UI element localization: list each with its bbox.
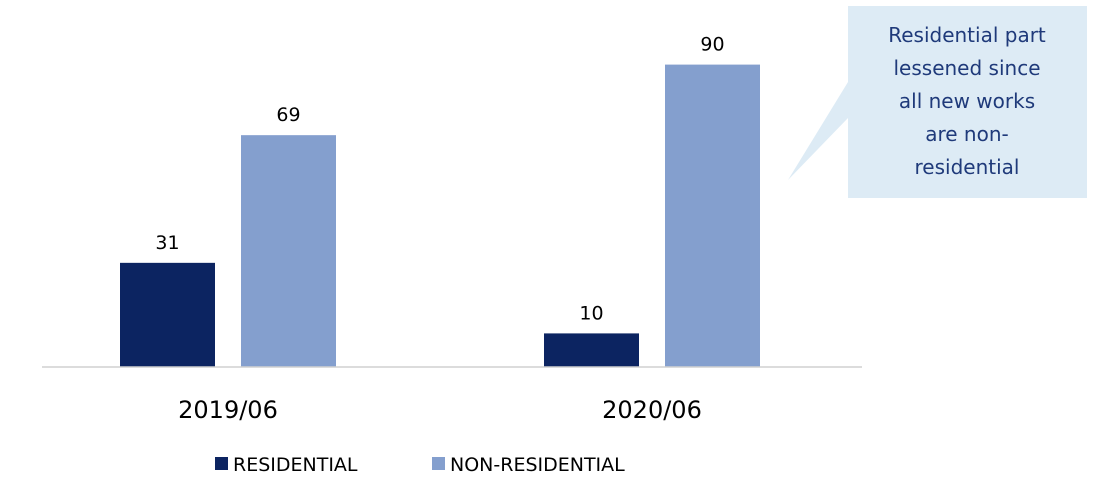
x-tick-label-2019-06: 2019/06 xyxy=(178,396,278,424)
bar-non-residential-2019-06 xyxy=(241,135,336,367)
legend: RESIDENTIAL NON-RESIDENTIAL xyxy=(215,454,625,476)
bars-layer xyxy=(120,64,760,367)
legend-label-non-residential: NON-RESIDENTIAL xyxy=(450,454,625,476)
callout-line-5: residential xyxy=(915,155,1020,179)
data-label-residential-2019-06: 31 xyxy=(155,232,179,254)
data-label-non-residential-2020-06: 90 xyxy=(700,34,724,56)
bar-residential-2019-06 xyxy=(120,262,215,367)
callout-box xyxy=(788,6,1087,198)
annotation-callout: Residential part lessened since all new wo… xyxy=(788,6,1087,198)
legend-label-residential: RESIDENTIAL xyxy=(233,454,358,476)
callout-line-3: all new works xyxy=(899,89,1035,113)
callout-line-1: Residential part xyxy=(888,23,1046,47)
callout-line-4: are non- xyxy=(925,122,1009,146)
legend-swatch-non-residential xyxy=(432,457,445,470)
data-label-non-residential-2019-06: 69 xyxy=(276,104,300,126)
x-tick-label-2020-06: 2020/06 xyxy=(602,396,702,424)
callout-text-lines: Residential part lessened since all new wo… xyxy=(888,23,1046,179)
legend-swatch-residential xyxy=(215,457,228,470)
labels-layer: 31 69 2019/06 10 90 2020/06 xyxy=(155,34,724,424)
data-label-residential-2020-06: 10 xyxy=(579,302,603,324)
bar-non-residential-2020-06 xyxy=(665,64,760,367)
callout-line-2: lessened since xyxy=(894,56,1041,80)
bar-residential-2020-06 xyxy=(544,333,639,367)
